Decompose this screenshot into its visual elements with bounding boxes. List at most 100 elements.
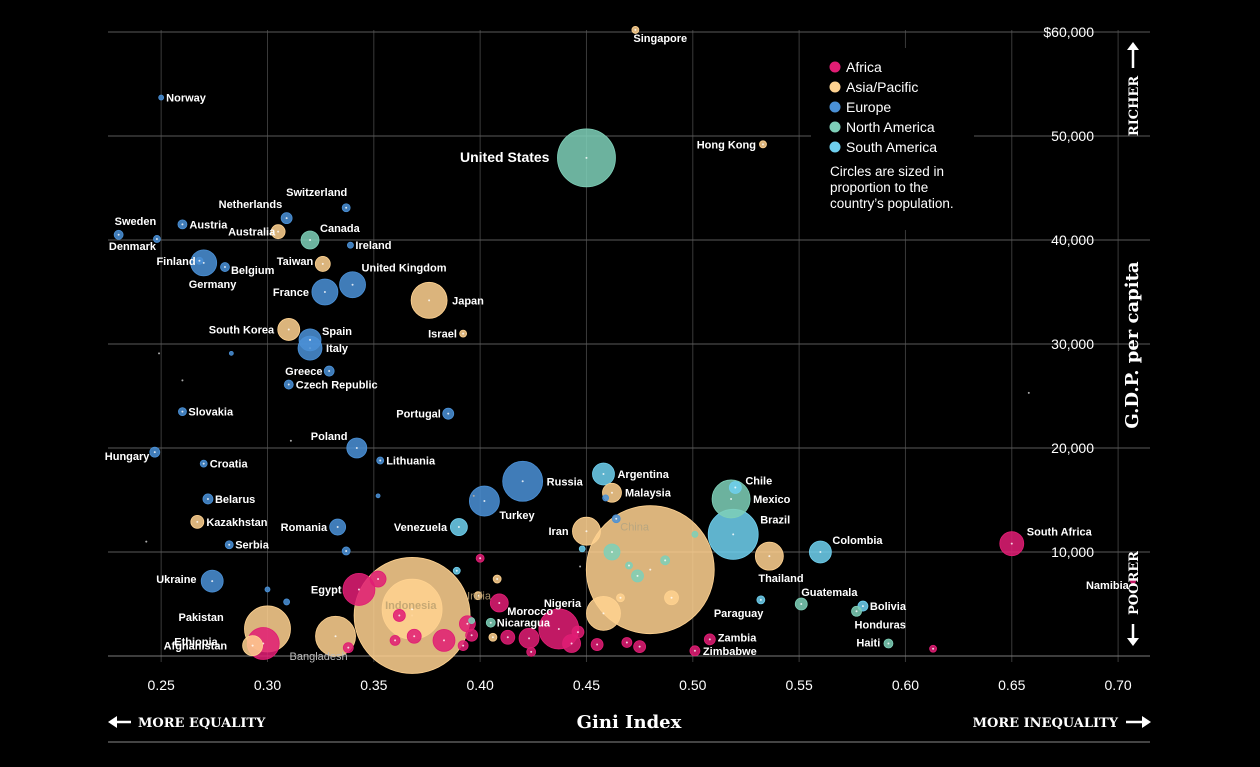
bubble-circle <box>283 598 291 606</box>
small-marker <box>181 379 184 382</box>
label-belarus: Belarus <box>215 494 255 506</box>
bubble-haiti <box>883 638 894 649</box>
small-marker <box>1027 391 1030 394</box>
bubble <box>691 530 699 538</box>
label-taiwan: Taiwan <box>277 256 314 268</box>
x-tick-label: 0.45 <box>573 677 600 693</box>
bubble <box>465 628 479 642</box>
bubble <box>664 590 679 606</box>
x-tick-label: 0.40 <box>467 677 494 693</box>
label-israel: Israel <box>428 329 457 341</box>
bubble-iran <box>572 516 601 546</box>
bubble-united-kingdom <box>339 271 366 299</box>
bubble <box>488 632 498 642</box>
bubble-center-dot <box>768 555 771 558</box>
legend-note-line-3: country’s population. <box>830 196 954 211</box>
bubble-afghanistan <box>242 635 264 656</box>
bubble-belgium <box>220 262 230 272</box>
label-nigeria: Nigeria <box>544 598 582 610</box>
label-austria: Austria <box>189 219 228 231</box>
arrow-right-icon <box>1142 716 1151 728</box>
bubble-center-dot <box>489 621 492 624</box>
bubble <box>603 543 621 561</box>
bubble-center-dot <box>336 526 339 529</box>
bubble-center-dot <box>628 564 630 567</box>
label-pakistan: Pakistan <box>178 612 224 624</box>
bubble-lithuania <box>376 456 385 465</box>
bubble-center-dot <box>328 370 331 373</box>
bubble-center-dot <box>602 473 605 475</box>
bubble <box>475 553 485 563</box>
legend: Africa Asia/Pacific Europe North America Sou… <box>811 48 974 230</box>
bubble-center-dot <box>202 462 205 465</box>
legend-note-line-2: proportion to the <box>830 180 928 195</box>
x-tick-label: 0.35 <box>360 677 387 693</box>
bubble <box>518 627 540 649</box>
bubble-center-dot <box>287 383 290 386</box>
bubble-sweden <box>113 229 124 240</box>
label-haiti: Haiti <box>856 638 880 650</box>
bubble-center-dot <box>615 517 618 520</box>
bubble <box>432 629 456 652</box>
label-romania: Romania <box>281 522 328 534</box>
bubble-center-dot <box>602 612 605 615</box>
bubbles <box>113 26 1136 674</box>
bubble-center-dot <box>610 491 613 494</box>
bubble-center-dot <box>585 156 588 159</box>
label-serbia: Serbia <box>235 540 270 552</box>
bubble <box>406 628 422 644</box>
bubble-hungary <box>149 446 161 458</box>
bubble <box>526 646 537 657</box>
bubble <box>342 642 354 654</box>
arrow-up-icon <box>1127 42 1139 50</box>
label-ireland: Ireland <box>355 240 391 252</box>
label-zimbabwe: Zimbabwe <box>703 646 757 658</box>
bubble-center-dot <box>530 650 533 653</box>
bubble-center-dot <box>377 578 380 581</box>
label-czech-republic: Czech Republic <box>296 380 378 392</box>
bubble-center-dot <box>457 526 460 529</box>
bubble <box>929 644 937 653</box>
bubble-colombia <box>808 540 832 564</box>
legend-swatch <box>829 81 841 93</box>
bubble-circle <box>691 530 699 538</box>
bubble-slovakia <box>178 407 187 417</box>
bubble-center-dot <box>557 627 560 630</box>
bubble-france <box>311 278 339 306</box>
bubble-center-dot <box>447 412 450 415</box>
legend-note-line-1: Circles are sized in <box>830 164 944 179</box>
bubble-greece <box>323 365 335 377</box>
small-marker <box>472 494 475 497</box>
label-spain: Spain <box>322 326 352 338</box>
label-argentina: Argentina <box>617 469 669 481</box>
label-paraguay: Paraguay <box>714 608 764 620</box>
bubble-zimbabwe <box>689 645 701 657</box>
label-honduras: Honduras <box>855 619 906 631</box>
legend-item-europe: Europe <box>829 99 891 115</box>
bubble <box>389 635 401 646</box>
bubble <box>621 637 633 648</box>
bubble-center-dot <box>285 217 288 220</box>
bubble-honduras <box>851 605 862 617</box>
label-belgium: Belgium <box>231 265 275 277</box>
bubble-center-dot <box>345 206 348 209</box>
legend-label: South America <box>846 139 937 155</box>
y-tick-label: 50,000 <box>1051 128 1094 144</box>
label-morocco: Morocco <box>507 606 553 618</box>
bubble <box>392 609 406 622</box>
bubble-center-dot <box>619 596 622 599</box>
bubble-circle <box>375 493 381 499</box>
richer-arrow: RICHER <box>1127 42 1142 136</box>
bubble-namibia <box>1130 578 1136 585</box>
bubble-center-dot <box>670 596 673 599</box>
label-nicaragua: Nicaragua <box>497 618 551 630</box>
label-russia: Russia <box>547 476 584 488</box>
label-mexico: Mexico <box>753 494 791 506</box>
bubble <box>571 625 585 639</box>
x-tick-labels: 0.25 0.30 0.35 0.40 0.45 0.50 0.55 0.60 0.65 0.70 <box>148 677 1132 693</box>
bubble-thailand <box>754 541 784 571</box>
bubble-center-dot <box>800 603 803 605</box>
bubble-center-dot <box>861 605 864 608</box>
small-marker <box>145 540 148 543</box>
bubble-center-dot <box>649 568 652 571</box>
